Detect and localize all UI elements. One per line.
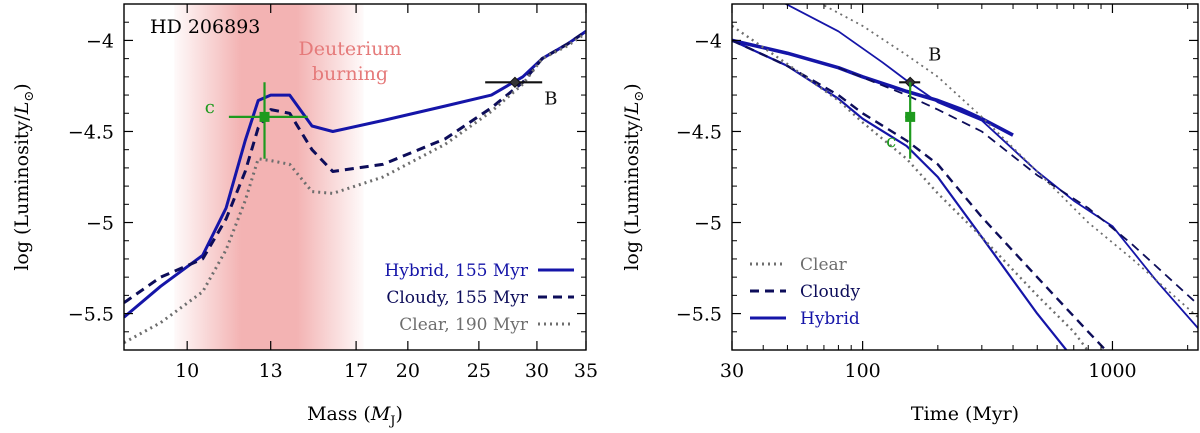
x-label-text: Mass ( (307, 403, 371, 425)
x-tick-label: 1000 (1088, 360, 1136, 382)
point-label-c: c (886, 131, 896, 152)
star-name: HD 206893 (150, 16, 260, 38)
x-tick-label: 17 (344, 360, 368, 382)
y-axis-label-right: log (Luminosity/L⊙) (621, 83, 647, 270)
legend-label-cloudy: Cloudy (800, 282, 861, 302)
legend: Hybrid, 155 Myr Cloudy, 155 Myr Clear, 1… (384, 261, 574, 335)
marker-square (905, 111, 916, 122)
y-tick-label: −5.5 (68, 304, 114, 326)
marker-square (259, 111, 270, 122)
x-tick-label: 30 (720, 360, 744, 382)
y-tick-label: −5.5 (676, 304, 722, 326)
plot-frame (731, 3, 1199, 351)
data-point-c: c (205, 82, 308, 159)
y-label-symbol: L (11, 102, 33, 116)
legend-label-clear: Clear, 190 Myr (399, 315, 529, 335)
time-luminosity-panel: Bc 30 100 1000 −5.5 −5 −4.5 −4 Clear Cloudy Hy… (621, 3, 1199, 425)
legend-label-hybrid: Hybrid, 155 Myr (384, 261, 528, 281)
x-label-close: ) (396, 403, 403, 425)
series-line-hybrid-c-track (732, 39, 1068, 350)
y-label-text: log (Luminosity/ (11, 114, 33, 271)
deuterium-label-line2: burning (312, 63, 388, 85)
x-axis-label-time: Time (Myr) (911, 403, 1019, 425)
data-point-B: B (485, 76, 557, 109)
y-tick-label: −4 (86, 30, 114, 52)
y-label-close: ) (11, 83, 33, 90)
y-tick-label: −5 (694, 213, 722, 235)
x-label-subscript: J (388, 414, 395, 429)
series-line-clear-c-track (732, 24, 1089, 350)
series-line-hybrid-155-myr (124, 30, 586, 319)
y-tick-label: −4 (694, 30, 722, 52)
point-label-B: B (928, 44, 941, 65)
data-point-B: B (899, 44, 941, 89)
deuterium-burning-band (174, 4, 364, 350)
x-tick-label: 30 (525, 360, 549, 382)
series-line-clear-190-myr (124, 31, 586, 345)
series-line-clear-upper (819, 4, 1198, 318)
y-axis-label-left: log (Luminosity/L⊙) (11, 83, 37, 270)
legend-label-hybrid: Hybrid (800, 309, 860, 329)
point-label-B: B (544, 88, 557, 109)
x-tick-label: 25 (467, 360, 491, 382)
y-label-symbol: L (621, 102, 643, 116)
x-tick-label: 100 (844, 360, 880, 382)
deuterium-label-line1: Deuterium (298, 38, 401, 60)
plot-frame (123, 3, 587, 351)
y-label-subscript: ⊙ (632, 91, 647, 102)
legend-label-clear: Clear (800, 255, 848, 275)
y-tick-label: −4.5 (68, 121, 114, 143)
series-line-cloudy-c-track (732, 39, 1108, 350)
x-tick-label: 10 (175, 360, 199, 382)
x-tick-label: 35 (574, 360, 598, 382)
x-tick-label: 20 (396, 360, 420, 382)
y-tick-label: −5 (86, 213, 114, 235)
series-line-hybrid-upper (784, 4, 1198, 329)
y-label-text: log (Luminosity/ (621, 114, 643, 271)
x-axis-label-mass: Mass (MJ) (307, 403, 403, 429)
y-tick-label: −4.5 (676, 121, 722, 143)
x-tick-label: 13 (259, 360, 283, 382)
series-line-hybrid-b-thick (732, 38, 1014, 137)
x-label-symbol: M (370, 403, 391, 425)
point-label-c: c (205, 97, 215, 118)
y-label-close: ) (621, 83, 643, 90)
series-line-cloudy-b (838, 66, 1198, 306)
y-label-subscript: ⊙ (22, 91, 37, 102)
marker-diamond (509, 76, 521, 89)
legend: Clear Cloudy Hybrid (750, 255, 861, 329)
data-point-c: c (886, 82, 916, 159)
legend-label-cloudy: Cloudy, 155 Myr (386, 288, 529, 308)
